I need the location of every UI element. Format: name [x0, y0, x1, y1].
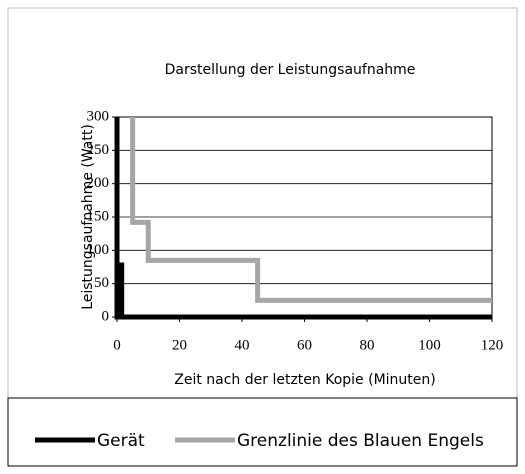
- x-tick-label: 40: [235, 337, 250, 353]
- x-tick-label: 20: [172, 337, 187, 353]
- y-tick-label: 0: [102, 308, 110, 324]
- chart-title: Darstellung der Leistungsaufnahme: [165, 62, 416, 78]
- legend-label: Gerät: [97, 431, 145, 451]
- x-tick-label: 0: [113, 337, 121, 353]
- y-axis-label: Leistungsaufnahme (Watt): [80, 124, 96, 310]
- series-line: [130, 117, 492, 303]
- legend-box: [7, 397, 518, 467]
- x-tick-label: 100: [418, 337, 441, 353]
- x-tick-label: 60: [297, 337, 312, 353]
- y-tick-label: 100: [87, 242, 110, 258]
- y-tick-label: 300: [87, 108, 110, 124]
- x-tick-label: 120: [481, 337, 504, 353]
- y-tick-label: 50: [94, 275, 109, 291]
- y-tick-label: 150: [87, 208, 110, 224]
- legend-label: Grenzlinie des Blauen Engels: [237, 431, 484, 451]
- series-line: [114, 117, 492, 320]
- y-tick-label: 250: [87, 142, 110, 158]
- y-tick-label: 200: [87, 175, 110, 191]
- x-tick-label: 80: [360, 337, 375, 353]
- x-axis-label: Zeit nach der letzten Kopie (Minuten): [174, 372, 435, 388]
